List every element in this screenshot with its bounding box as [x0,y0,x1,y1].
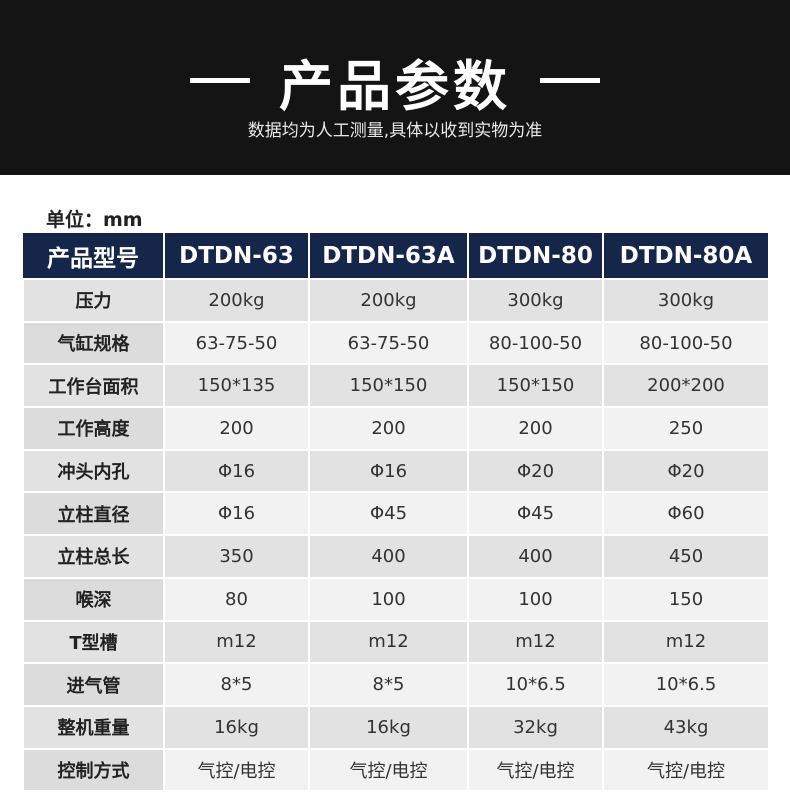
row-header: 整机重量 [22,704,165,750]
table-row: 工作高度 200 200 200 250 [22,406,770,451]
table-row: 压力 200kg 200kg 300kg 300kg [22,278,770,323]
table-cell: 100 [467,576,604,622]
table-row: 冲头内孔 Φ16 Φ16 Φ20 Φ20 [22,448,770,494]
table-row: 喉深 80 100 100 150 [22,576,770,622]
table-cell: 63-75-50 [163,320,310,366]
table-row: 工作台面积 150*135 150*150 150*150 200*200 [22,363,770,409]
table-cell: 8*5 [163,662,310,707]
header-banner: 产品参数 数据均为人工测量,具体以收到实物为准 [0,0,790,175]
row-header: 工作高度 [22,406,165,451]
row-header: 压力 [22,278,165,323]
row-header: 立柱总长 [22,534,165,579]
table-cell: Φ16 [308,448,469,494]
page-subtitle: 数据均为人工测量,具体以收到实物为准 [247,121,543,141]
table-cell: 10*6.5 [467,662,604,707]
table-cell: Φ16 [163,491,310,537]
table-cell: 16kg [308,704,469,750]
title-dash [540,78,600,83]
title-dash [190,78,250,83]
table-cell: 200*200 [602,363,770,409]
table-cell: 150*150 [308,363,469,409]
table-cell: 150 [602,576,770,622]
table-cell: 气控/电控 [467,747,604,793]
table-cell: Φ20 [467,448,604,494]
row-header: T型槽 [22,619,165,665]
table-cell: m12 [308,619,469,665]
row-header: 冲头内孔 [22,448,165,494]
table-cell: 200kg [163,278,310,323]
table-cell: 200 [308,406,469,451]
table-cell: 80-100-50 [467,320,604,366]
table-cell: 8*5 [308,662,469,707]
column-header: DTDN-63A [309,233,469,279]
table-cell: 150*150 [467,363,604,409]
table-cell: m12 [467,619,604,665]
row-header: 气缸规格 [22,320,165,366]
table-cell: 200 [467,406,604,451]
column-header: DTDN-80A [603,233,770,279]
row-header: 工作台面积 [22,363,165,409]
table-cell: 气控/电控 [163,747,310,793]
row-header: 立柱直径 [22,491,165,537]
table-row: 立柱总长 350 400 400 450 [22,534,770,579]
table-row: 气缸规格 63-75-50 63-75-50 80-100-50 80-100-50 [22,320,770,366]
unit-label: 单位：mm [46,209,143,231]
table-cell: 400 [308,534,469,579]
table-cell: 250 [602,406,770,451]
table-body: 压力 200kg 200kg 300kg 300kg 气缸规格 63-75-50 63-75-… [22,278,770,793]
table-cell: Φ16 [163,448,310,494]
table-row: 立柱直径 Φ16 Φ45 Φ45 Φ60 [22,491,770,537]
table-cell: Φ60 [602,491,770,537]
table-cell: 450 [602,534,770,579]
table-cell: m12 [163,619,310,665]
table-cell: 80 [163,576,310,622]
table-cell: 400 [467,534,604,579]
table-row: 整机重量 16kg 16kg 32kg 43kg [22,704,770,750]
table-cell: 200kg [308,278,469,323]
column-header: DTDN-63 [164,233,310,279]
table-cell: 气控/电控 [308,747,469,793]
table-cell: Φ45 [308,491,469,537]
table-cell: 10*6.5 [602,662,770,707]
table-cell: Φ20 [602,448,770,494]
row-header: 喉深 [22,576,165,622]
row-header: 进气管 [22,662,165,707]
table-cell: 150*135 [163,363,310,409]
table-cell: 100 [308,576,469,622]
column-header: 产品型号 [23,233,165,279]
table-cell: 80-100-50 [602,320,770,366]
table-row: T型槽 m12 m12 m12 m12 [22,619,770,665]
table-cell: Φ45 [467,491,604,537]
page-title: 产品参数 [279,55,511,118]
table-cell: 气控/电控 [602,747,770,793]
table-row: 进气管 8*5 8*5 10*6.5 10*6.5 [22,662,770,707]
table-cell: 43kg [602,704,770,750]
header-row: 产品型号 DTDN-63 DTDN-63A DTDN-80 DTDN-80A [23,233,770,279]
table-cell: 350 [163,534,310,579]
table-cell: 16kg [163,704,310,750]
table-cell: 63-75-50 [308,320,469,366]
table-cell: m12 [602,619,770,665]
table-cell: 200 [163,406,310,451]
row-header: 控制方式 [22,747,165,793]
table-cell: 300kg [602,278,770,323]
table-row: 控制方式 气控/电控 气控/电控 气控/电控 气控/电控 [22,747,770,793]
column-header: DTDN-80 [468,233,604,279]
table-cell: 300kg [467,278,604,323]
spec-table: 产品型号 DTDN-63 DTDN-63A DTDN-80 DTDN-80A 压力 200… [22,233,770,793]
table-cell: 32kg [467,704,604,750]
